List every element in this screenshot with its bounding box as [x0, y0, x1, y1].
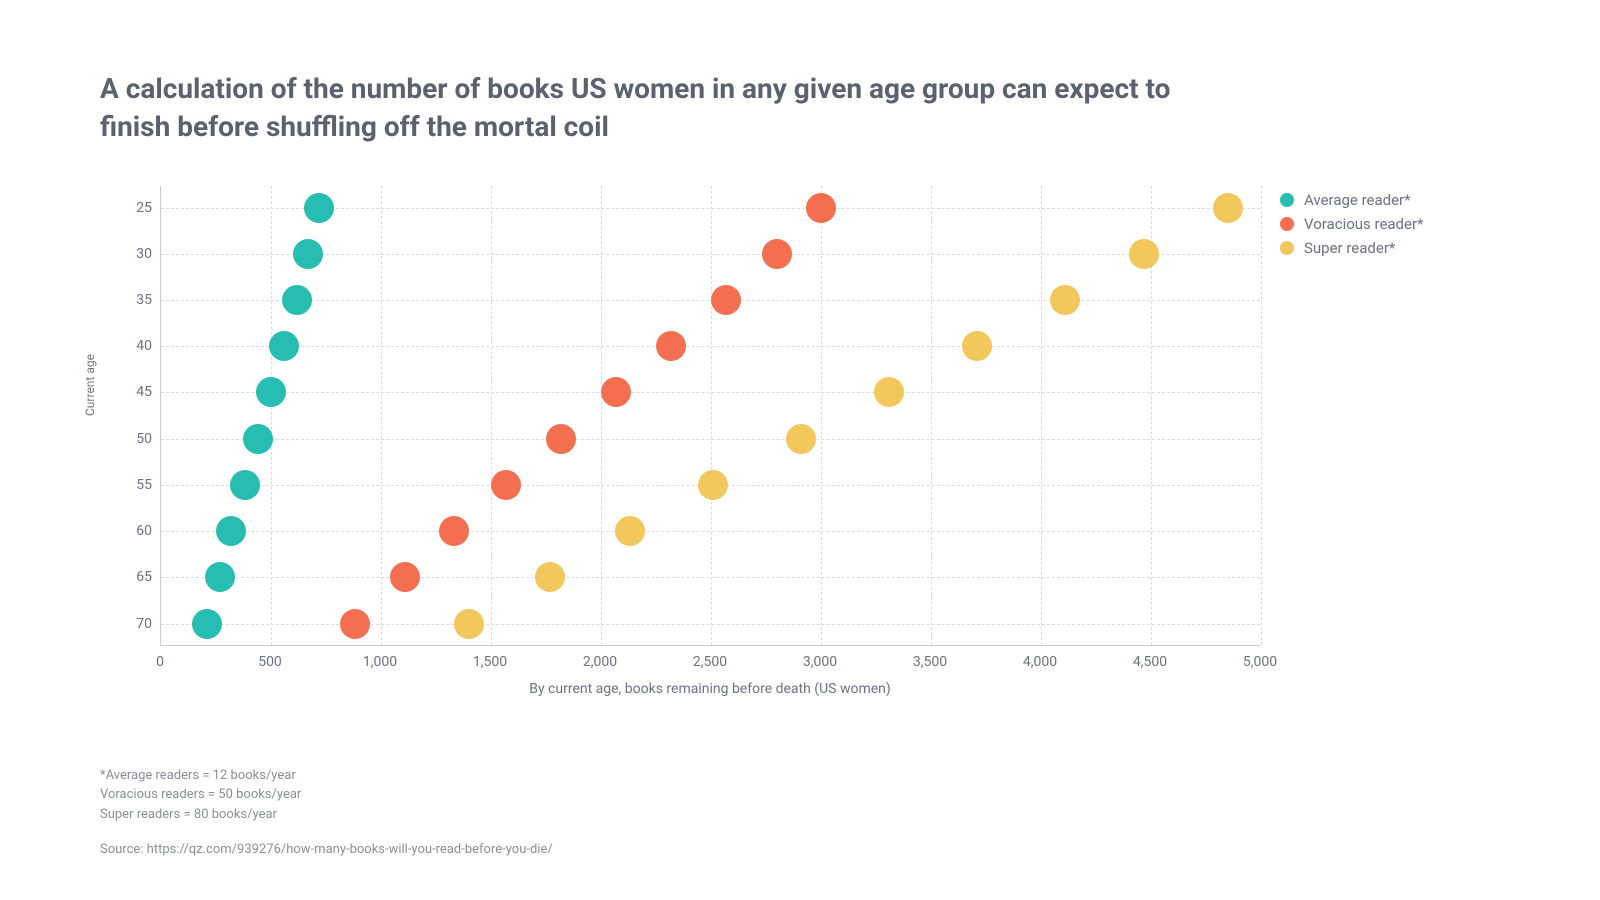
data-point — [192, 609, 222, 639]
data-point — [615, 516, 645, 546]
data-point — [304, 193, 334, 223]
gridline-horizontal — [161, 439, 1260, 440]
chart-title: A calculation of the number of books US … — [100, 70, 1200, 146]
data-point — [806, 193, 836, 223]
data-point — [1129, 239, 1159, 269]
data-point — [962, 331, 992, 361]
data-point — [1050, 285, 1080, 315]
x-tick-label: 2,000 — [583, 654, 617, 670]
legend-label: Super reader* — [1304, 239, 1395, 257]
data-point — [1213, 193, 1243, 223]
data-point — [711, 285, 741, 315]
x-tick-label: 3,000 — [803, 654, 837, 670]
gridline-horizontal — [161, 392, 1260, 393]
chart-area: By current age, books remaining before d… — [100, 186, 1470, 696]
x-tick-label: 500 — [258, 654, 282, 670]
legend-label: Average reader* — [1304, 191, 1411, 209]
legend-swatch — [1280, 241, 1294, 255]
data-point — [340, 609, 370, 639]
data-point — [282, 285, 312, 315]
y-tick-label: 60 — [102, 523, 152, 539]
legend-swatch — [1280, 193, 1294, 207]
data-point — [546, 424, 576, 454]
data-point — [243, 424, 273, 454]
y-tick-label: 55 — [102, 477, 152, 493]
data-point — [205, 562, 235, 592]
x-axis-title: By current age, books remaining before d… — [160, 681, 1260, 697]
y-tick-label: 30 — [102, 246, 152, 262]
x-tick-label: 1,000 — [363, 654, 397, 670]
y-tick-label: 70 — [102, 616, 152, 632]
x-tick-label: 3,500 — [913, 654, 947, 670]
x-tick-label: 5,000 — [1243, 654, 1277, 670]
legend-swatch — [1280, 217, 1294, 231]
legend-label: Voracious reader* — [1304, 215, 1424, 233]
y-tick-label: 50 — [102, 431, 152, 447]
data-point — [786, 424, 816, 454]
data-point — [656, 331, 686, 361]
gridline-horizontal — [161, 624, 1260, 625]
x-tick-label: 4,500 — [1133, 654, 1167, 670]
chart-container: A calculation of the number of books US … — [0, 0, 1600, 900]
data-point — [439, 516, 469, 546]
footnote-line: Voracious readers = 50 books/year — [100, 785, 1500, 805]
x-tick-label: 2,500 — [693, 654, 727, 670]
data-point — [535, 562, 565, 592]
data-point — [256, 377, 286, 407]
data-point — [230, 470, 260, 500]
gridline-horizontal — [161, 531, 1260, 532]
data-point — [698, 470, 728, 500]
x-tick-label: 0 — [156, 654, 164, 670]
y-axis-title: Current age — [83, 354, 97, 416]
data-point — [293, 239, 323, 269]
legend-item: Voracious reader* — [1280, 215, 1424, 233]
legend-item: Super reader* — [1280, 239, 1424, 257]
y-tick-label: 35 — [102, 292, 152, 308]
source-text: Source: https://qz.com/939276/how-many-b… — [100, 842, 1500, 857]
y-tick-label: 40 — [102, 338, 152, 354]
gridline-horizontal — [161, 346, 1260, 347]
legend-item: Average reader* — [1280, 191, 1424, 209]
data-point — [601, 377, 631, 407]
data-point — [390, 562, 420, 592]
y-tick-label: 25 — [102, 200, 152, 216]
data-point — [269, 331, 299, 361]
data-point — [762, 239, 792, 269]
gridline-horizontal — [161, 254, 1260, 255]
gridline-vertical — [1261, 186, 1262, 645]
legend: Average reader* Voracious reader* Super re… — [1280, 191, 1424, 263]
y-tick-label: 45 — [102, 384, 152, 400]
data-point — [874, 377, 904, 407]
footnote-line: *Average readers = 12 books/year — [100, 766, 1500, 786]
data-point — [216, 516, 246, 546]
x-tick-label: 4,000 — [1023, 654, 1057, 670]
footnotes: *Average readers = 12 books/year Voracio… — [100, 766, 1500, 825]
x-tick-label: 1,500 — [473, 654, 507, 670]
data-point — [491, 470, 521, 500]
gridline-horizontal — [161, 577, 1260, 578]
plot-area — [160, 186, 1260, 646]
data-point — [454, 609, 484, 639]
footnote-line: Super readers = 80 books/year — [100, 805, 1500, 825]
y-tick-label: 65 — [102, 569, 152, 585]
